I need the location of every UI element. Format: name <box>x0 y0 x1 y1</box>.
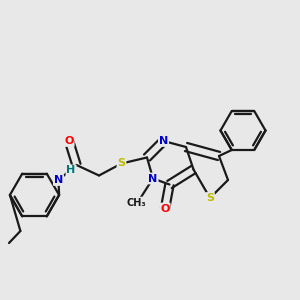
Text: N: N <box>54 175 63 185</box>
Text: S: S <box>206 193 214 203</box>
Text: CH₃: CH₃ <box>127 197 146 208</box>
Text: N: N <box>159 136 168 146</box>
Text: O: O <box>64 136 74 146</box>
Text: S: S <box>118 158 125 169</box>
Text: N: N <box>148 173 158 184</box>
Text: H: H <box>67 165 76 176</box>
Text: O: O <box>160 203 170 214</box>
